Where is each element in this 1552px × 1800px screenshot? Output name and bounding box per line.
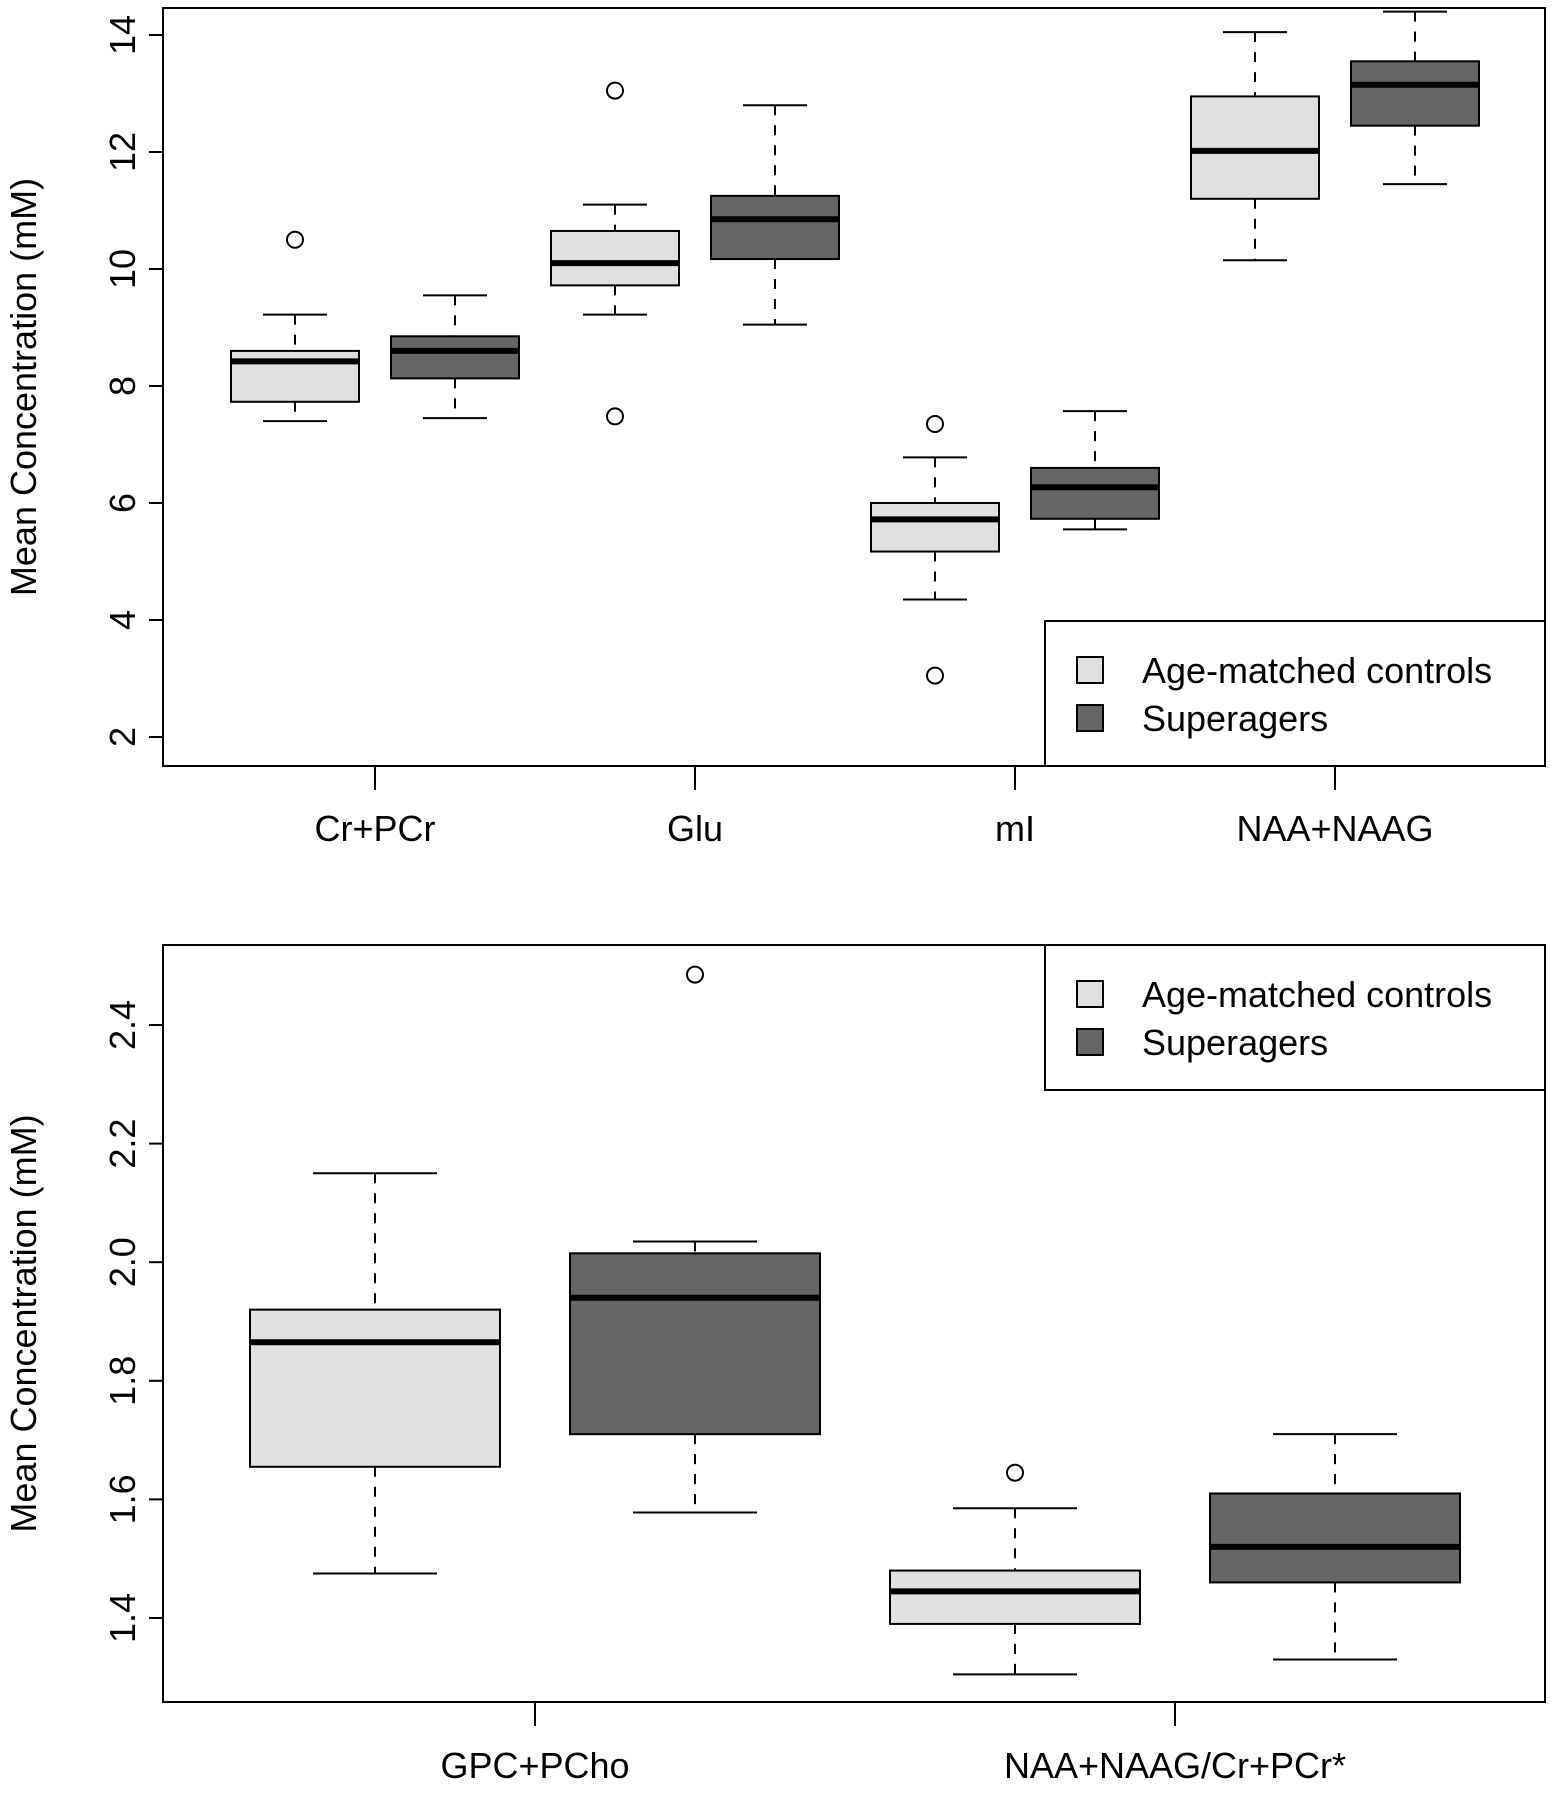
box-group bbox=[550, 81, 680, 426]
y-tick-label: 1.8 bbox=[102, 1356, 143, 1406]
y-tick-label: 1.6 bbox=[102, 1474, 143, 1524]
y-tick-label: 2.2 bbox=[102, 1119, 143, 1169]
y-tick-label: 1.4 bbox=[102, 1593, 143, 1643]
y-tick-label: 8 bbox=[102, 376, 143, 396]
x-category-label: Cr+PCr bbox=[314, 808, 435, 849]
legend-label: Age-matched controls bbox=[1142, 650, 1492, 691]
box-group bbox=[870, 415, 1000, 685]
outlier-point bbox=[606, 407, 624, 426]
y-tick-label: 2.0 bbox=[102, 1237, 143, 1287]
legend-frame bbox=[1044, 620, 1546, 767]
boxplot-panel-choline-ratio: 1.4 1.6 1.8 2.0 2.2 2.4 Mean Concentration (mM… bbox=[3, 944, 1546, 1786]
iqr-box bbox=[1190, 95, 1320, 200]
box-group bbox=[889, 1463, 1141, 1676]
iqr-box bbox=[550, 229, 680, 287]
box-group bbox=[249, 1172, 501, 1575]
y-tick-label: 6 bbox=[102, 493, 143, 513]
iqr-box bbox=[1030, 466, 1160, 520]
x-category-label: mI bbox=[995, 808, 1035, 849]
legend-label: Superagers bbox=[1142, 698, 1328, 739]
legend-swatch bbox=[1076, 704, 1104, 732]
outlier-point bbox=[286, 230, 304, 249]
y-tick-label: 2.4 bbox=[102, 1000, 143, 1050]
box-group bbox=[1209, 1433, 1461, 1661]
iqr-box bbox=[1209, 1492, 1461, 1584]
legend-frame bbox=[1044, 944, 1546, 1091]
box-group bbox=[569, 965, 821, 1514]
box-group bbox=[1030, 410, 1160, 531]
iqr-box bbox=[1350, 60, 1480, 127]
plot-frame bbox=[162, 944, 1546, 1703]
y-tick-label: 14 bbox=[102, 15, 143, 55]
y-tick-label: 12 bbox=[102, 132, 143, 172]
iqr-box bbox=[569, 1252, 821, 1436]
box-group bbox=[230, 230, 360, 423]
legend: Age-matched controls Superagers bbox=[1044, 620, 1546, 767]
outlier-point bbox=[686, 965, 704, 984]
legend-label: Age-matched controls bbox=[1142, 974, 1492, 1015]
x-category-label: GPC+PCho bbox=[440, 1745, 629, 1786]
outlier-point bbox=[926, 415, 944, 434]
box-group bbox=[1190, 31, 1320, 262]
legend-label: Superagers bbox=[1142, 1022, 1328, 1063]
y-axis-label: Mean Concentration (mM) bbox=[3, 178, 44, 596]
box-group bbox=[1350, 10, 1480, 186]
iqr-box bbox=[710, 194, 840, 261]
legend: Age-matched controls Superagers bbox=[1044, 944, 1546, 1091]
y-tick-label: 2 bbox=[102, 727, 143, 747]
x-category-label: Glu bbox=[667, 808, 723, 849]
y-axis-label: Mean Concentration (mM) bbox=[3, 1114, 44, 1532]
x-category-label: NAA+NAAG/Cr+PCr* bbox=[1004, 1745, 1346, 1786]
y-tick-label: 4 bbox=[102, 610, 143, 630]
box-group bbox=[390, 294, 520, 420]
iqr-box bbox=[249, 1308, 501, 1468]
y-tick-label: 10 bbox=[102, 249, 143, 289]
outlier-point bbox=[606, 81, 624, 100]
iqr-box bbox=[870, 502, 1000, 553]
legend-swatch bbox=[1076, 656, 1104, 684]
outlier-point bbox=[926, 666, 944, 685]
x-category-label: NAA+NAAG bbox=[1236, 808, 1433, 849]
box-group bbox=[710, 104, 840, 326]
iqr-box bbox=[889, 1569, 1141, 1625]
iqr-box bbox=[390, 335, 520, 380]
legend-swatch bbox=[1076, 980, 1104, 1008]
boxplot-panel-major-metabolites: 2 4 6 8 10 12 14 Mean Concentration (mM) Cr+PCr G… bbox=[3, 7, 1546, 849]
legend-swatch bbox=[1076, 1028, 1104, 1056]
outlier-point bbox=[1006, 1463, 1024, 1482]
